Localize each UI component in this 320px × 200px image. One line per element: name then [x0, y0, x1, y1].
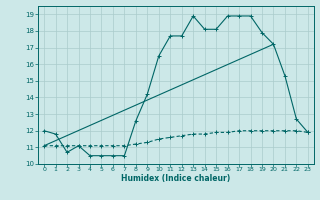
X-axis label: Humidex (Indice chaleur): Humidex (Indice chaleur) [121, 174, 231, 183]
